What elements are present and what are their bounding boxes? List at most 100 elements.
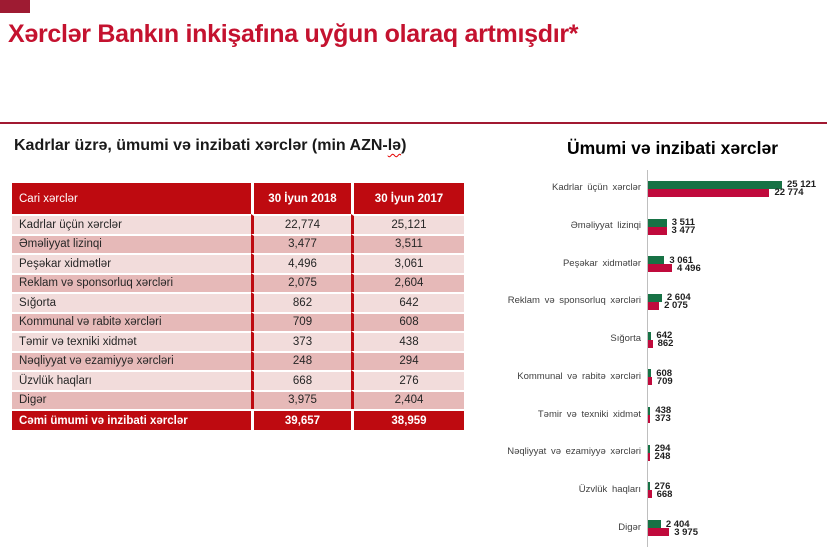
- chart-bar-line: 3 477: [648, 225, 827, 237]
- table-section: Kadrlar üzrə, ümumi və inzibati xərclər …: [12, 136, 464, 430]
- row-label: Sığorta: [12, 292, 251, 312]
- row-value-2018: 373: [251, 331, 351, 351]
- bar-chart: Kadrlar üçün xərclər 25 121 22 774 Əməliyya…: [490, 170, 827, 547]
- chart-bar-line: 608: [648, 367, 827, 379]
- row-value-2017: 438: [351, 331, 464, 351]
- chart-bar-line: 2 404: [648, 518, 827, 530]
- column-header-30-iyun-2018: 30 İyun 2018: [251, 183, 351, 214]
- table-row: Digər 3,975 2,404: [12, 389, 464, 409]
- chart-bar-line: 438: [648, 405, 827, 417]
- row-value-2018: 709: [251, 311, 351, 331]
- chart-category-label: Kadrlar üçün xərclər: [551, 182, 641, 194]
- chart-bar-line: 248: [648, 451, 827, 462]
- bar-2018: [648, 414, 650, 423]
- bar-2017: [648, 444, 650, 453]
- row-label: Üzvlük haqları: [12, 370, 251, 390]
- bar-value-label: 22 774: [774, 187, 804, 199]
- table-title: Kadrlar üzrə, ümumi və inzibati xərclər …: [14, 136, 464, 156]
- chart-plot: 2 604 2 075: [647, 283, 827, 321]
- total-value-2017: 38,959: [351, 409, 464, 430]
- table-title-spellcheck-text: lə: [387, 137, 402, 154]
- chart-row: Reklam və sponsorluq xərcləri 2 604 2 075: [490, 283, 827, 321]
- bar-value-label: 2 404: [665, 518, 690, 530]
- chart-bar-line: 276: [648, 480, 827, 492]
- chart-bar-line: 709: [648, 375, 827, 387]
- table-row: Nəqliyyat və ezamiyyə xərcləri 248 294: [12, 350, 464, 370]
- chart-plot: 438 373: [647, 396, 827, 434]
- bar-value-label: 608: [656, 367, 673, 379]
- table-total-row: Cəmi ümumi və inzibati xərclər 39,657 38…: [12, 409, 464, 430]
- bar-value-label: 4 496: [676, 262, 701, 274]
- row-value-2018: 3,477: [251, 233, 351, 253]
- bar-value-label: 3 975: [674, 526, 698, 538]
- chart-plot: 3 061 4 496: [647, 245, 827, 284]
- row-value-2017: 642: [351, 292, 464, 312]
- table-row: Reklam və sponsorluq xərcləri 2,075 2,604: [12, 272, 464, 292]
- chart-plot: 608 709: [647, 358, 827, 397]
- table-header-row: Cari xərclər 30 İyun 2018 30 İyun 2017: [12, 183, 464, 214]
- row-label: Kadrlar üçün xərclər: [12, 214, 251, 234]
- row-value-2018: 3,975: [251, 389, 351, 409]
- row-value-2018: 22,774: [251, 214, 351, 234]
- bar-value-label: 25 121: [787, 179, 817, 191]
- row-value-2018: 2,075: [251, 272, 351, 292]
- bar-2018: [648, 188, 770, 197]
- row-value-2018: 668: [251, 370, 351, 390]
- chart-category-label: Digər: [618, 521, 641, 533]
- row-value-2017: 3,511: [351, 233, 464, 253]
- bar-2017: [648, 256, 665, 265]
- bar-value-label: 294: [654, 443, 671, 455]
- brand-mark: [0, 0, 30, 13]
- bar-value-label: 438: [655, 405, 672, 417]
- chart-bar-line: 3 061: [648, 255, 827, 266]
- bar-value-label: 709: [656, 375, 673, 387]
- row-value-2017: 2,604: [351, 272, 464, 292]
- chart-category-label: Peşəkar xidmətlər: [562, 257, 641, 269]
- row-value-2018: 4,496: [251, 253, 351, 273]
- row-value-2018: 248: [251, 350, 351, 370]
- row-value-2018: 862: [251, 292, 351, 312]
- chart-row: Nəqliyyat və ezamiyyə xərcləri 294 248: [490, 433, 827, 472]
- chart-bar-line: 373: [648, 413, 827, 424]
- bar-2018: [648, 490, 652, 499]
- chart-plot: 2 404 3 975: [647, 509, 827, 547]
- total-value-2018: 39,657: [251, 409, 351, 430]
- chart-category-label: Təmir və texniki xidmət: [537, 408, 641, 420]
- table-row: Üzvlük haqları 668 276: [12, 370, 464, 390]
- chart-bar-line: 25 121: [648, 179, 827, 191]
- bar-2017: [648, 180, 782, 189]
- chart-bar-line: 642: [648, 330, 827, 342]
- table-row: Kommunal və rabitə xərcləri 709 608: [12, 311, 464, 331]
- bar-2017: [648, 218, 667, 227]
- chart-plot: 276 668: [647, 471, 827, 510]
- chart-plot: 642 862: [647, 320, 827, 359]
- chart-bar-line: 668: [648, 489, 827, 500]
- row-label: Nəqliyyat və ezamiyyə xərcləri: [12, 350, 251, 370]
- bar-2017: [648, 369, 652, 378]
- bar-value-label: 642: [656, 330, 673, 342]
- chart-bar-line: 862: [648, 338, 827, 350]
- chart-section: Ümumi və inzibati xərclər Kadrlar üçün x…: [490, 132, 827, 547]
- bar-value-label: 3 477: [671, 225, 696, 237]
- chart-bar-line: 294: [648, 443, 827, 455]
- bar-value-label: 862: [657, 338, 674, 350]
- chart-row: Üzvlük haqları 276 668: [490, 471, 827, 510]
- bar-value-label: 276: [654, 480, 671, 492]
- chart-bar-line: 2 075: [648, 300, 827, 311]
- divider-line: [0, 122, 827, 124]
- chart-plot: 294 248: [647, 433, 827, 472]
- chart-category-label: Nəqliyyat və ezamiyyə xərcləri: [507, 446, 641, 458]
- row-label: Digər: [12, 389, 251, 409]
- row-label: Əməliyyat lizinqi: [12, 233, 251, 253]
- chart-category-label: Əməliyyat lizinqi: [570, 220, 641, 232]
- bar-value-label: 2 604: [666, 292, 691, 304]
- bar-2018: [648, 528, 670, 537]
- row-label: Təmir və texniki xidmət: [12, 331, 251, 351]
- table-title-text: Kadrlar üzrə, ümumi və inzibati xərclər …: [14, 137, 388, 154]
- bar-2018: [648, 339, 653, 348]
- table-row: Sığorta 862 642: [12, 292, 464, 312]
- bar-2017: [648, 520, 661, 529]
- chart-row: Təmir və texniki xidmət 438 373: [490, 396, 827, 434]
- chart-bar-line: 4 496: [648, 262, 827, 274]
